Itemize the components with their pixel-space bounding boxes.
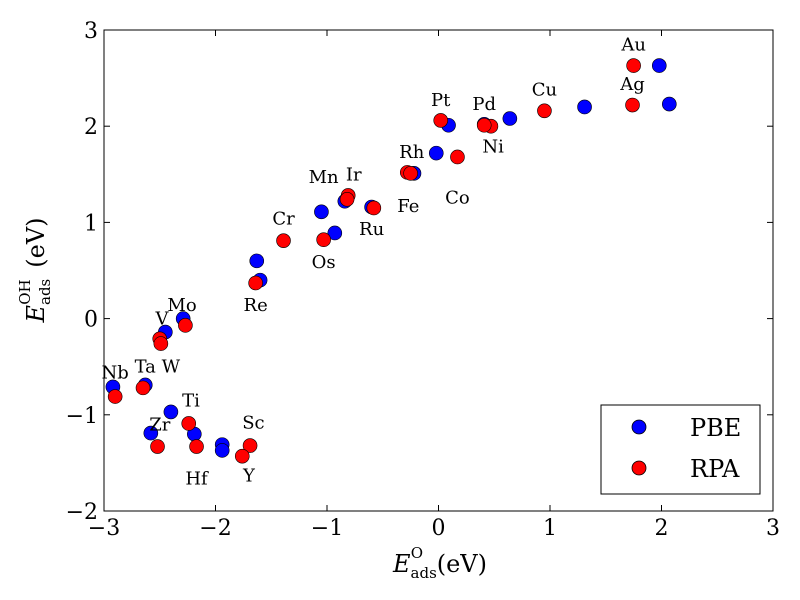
- element-label: Ru: [359, 219, 384, 240]
- element-label: W: [162, 357, 181, 378]
- legend-label-pbe: PBE: [690, 414, 741, 442]
- rpa-point: [476, 117, 492, 133]
- element-label: Ir: [346, 164, 362, 185]
- rpa-point: [178, 318, 193, 333]
- rpa-point: [150, 439, 165, 454]
- rpa-point: [189, 439, 204, 454]
- x-tick-label: 2: [655, 516, 669, 541]
- pbe-point: [577, 99, 592, 115]
- element-label: Zr: [149, 414, 171, 435]
- pbe-point: [143, 425, 159, 441]
- element-label: Sc: [242, 412, 264, 433]
- element-label: Pt: [431, 90, 451, 111]
- legend: PBE RPA: [600, 404, 761, 495]
- element-label: Y: [242, 465, 256, 486]
- y-axis-label-sup: OH: [16, 279, 34, 304]
- element-label: Hf: [185, 468, 209, 489]
- series-rpa: [107, 58, 641, 464]
- x-tick-label: 3: [766, 516, 780, 541]
- rpa-point: [403, 166, 418, 181]
- element-label: Ni: [482, 136, 504, 157]
- y-tick-label: 3: [84, 19, 98, 44]
- pbe-point: [214, 443, 230, 458]
- element-label: Ti: [182, 390, 200, 411]
- x-tick-label: 1: [543, 516, 557, 541]
- rpa-point: [366, 200, 382, 216]
- pbe-point: [428, 145, 444, 161]
- element-label: Pd: [472, 94, 496, 115]
- legend-marker-pbe: [631, 419, 647, 435]
- element-label: Cu: [532, 80, 557, 101]
- element-label: V: [154, 309, 169, 330]
- legend-marker-rpa: [631, 460, 647, 476]
- rpa-point: [450, 149, 465, 165]
- y-axis-label-unit: (eV): [22, 217, 50, 275]
- pbe-point: [662, 96, 677, 112]
- pbe-point: [651, 58, 667, 73]
- pbe-point: [314, 204, 329, 220]
- rpa-point: [181, 416, 197, 431]
- element-label: Rh: [399, 142, 425, 163]
- element-label: Ag: [619, 74, 645, 95]
- rpa-point: [625, 97, 640, 113]
- element-label: Fe: [397, 196, 419, 217]
- y-tick-label: −1: [66, 404, 98, 429]
- element-label: Re: [244, 295, 268, 316]
- y-tick-label: 0: [84, 308, 98, 333]
- rpa-point: [242, 438, 258, 453]
- x-tick-label: 0: [432, 516, 446, 541]
- x-axis-label-sup: O: [411, 544, 423, 562]
- rpa-point: [433, 113, 449, 128]
- x-tick-label: −2: [199, 516, 231, 541]
- element-label: Os: [312, 252, 336, 273]
- element-label: Cr: [272, 209, 295, 230]
- x-tick-label: −1: [311, 516, 343, 541]
- rpa-point: [339, 192, 355, 207]
- x-axis-label-main: E: [392, 550, 411, 578]
- y-axis-label-sub: ads: [36, 279, 54, 305]
- legend-label-rpa: RPA: [690, 455, 740, 483]
- element-label: Ta: [135, 357, 157, 378]
- y-tick-label: 1: [84, 211, 98, 236]
- rpa-point: [135, 380, 151, 396]
- y-tick-label: −2: [66, 500, 98, 525]
- element-label: Mo: [167, 295, 196, 316]
- x-axis-label: Eads O (eV): [392, 544, 487, 582]
- pbe-point: [502, 111, 518, 126]
- pbe-point: [327, 225, 343, 241]
- pbe-point: [163, 404, 179, 420]
- rpa-point: [248, 275, 263, 291]
- element-label: Nb: [102, 362, 129, 383]
- rpa-point: [276, 233, 291, 248]
- rpa-point: [626, 58, 641, 73]
- x-tick-label: −3: [88, 516, 120, 541]
- y-axis-label: EadsOH (eV): [16, 217, 54, 323]
- rpa-point: [153, 336, 169, 351]
- element-label: Mn: [309, 167, 339, 188]
- rpa-point: [234, 448, 250, 464]
- y-tick-label: 2: [84, 115, 98, 140]
- x-axis-label-sub: ads: [411, 564, 437, 582]
- element-label: Au: [620, 34, 646, 55]
- rpa-point: [316, 232, 331, 248]
- element-label: Co: [445, 187, 470, 208]
- pbe-point: [249, 253, 265, 269]
- rpa-point: [537, 103, 552, 119]
- rpa-point: [107, 389, 123, 404]
- y-axis-label-main: E: [22, 305, 50, 324]
- legend-box: [600, 404, 761, 495]
- x-axis-label-unit: (eV): [429, 550, 487, 578]
